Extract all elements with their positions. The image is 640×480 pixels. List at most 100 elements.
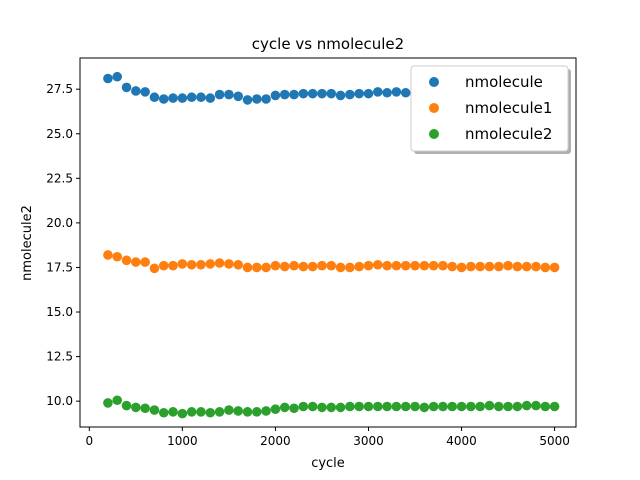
y-axis: 10.0 12.5 15.0 17.5 20.0 22.5 25.0 27.5 [46, 82, 80, 408]
data-point [493, 261, 504, 272]
data-point [410, 401, 420, 412]
data-point [345, 401, 355, 412]
data-point [307, 261, 318, 272]
plot-frame [79, 57, 577, 428]
data-point [521, 261, 532, 272]
data-point [261, 94, 271, 104]
data-point [168, 407, 178, 417]
x-tick-label: 4000 [446, 434, 477, 448]
data-point [400, 87, 411, 98]
data-point [298, 88, 309, 99]
data-point [540, 262, 551, 273]
data-point [131, 257, 141, 267]
data-point [531, 261, 541, 272]
x-axis-label: cycle [311, 456, 345, 471]
data-point [400, 260, 411, 271]
data-point [121, 255, 132, 266]
data-point [363, 401, 374, 412]
data-point [326, 88, 337, 99]
series-nmolecule1 [103, 250, 560, 274]
data-point [549, 401, 560, 412]
data-point [475, 401, 485, 412]
data-point [410, 260, 420, 271]
data-point [484, 261, 495, 272]
data-point [512, 401, 523, 412]
data-point [372, 401, 383, 412]
y-axis-label: nmolecule2 [20, 205, 35, 281]
y-tick-label: 25.0 [46, 127, 73, 141]
data-point [447, 401, 458, 412]
data-point [233, 406, 243, 416]
data-point [419, 260, 430, 271]
legend-marker [429, 103, 439, 113]
data-point [261, 406, 271, 416]
data-point [252, 262, 262, 273]
data-point [233, 91, 243, 102]
data-point [317, 260, 327, 271]
data-point [149, 92, 160, 103]
data-point [456, 262, 467, 273]
data-point [103, 250, 113, 260]
data-point [270, 260, 281, 271]
legend-box [410, 65, 569, 152]
data-point [354, 401, 364, 412]
legend-marker [429, 77, 439, 87]
data-point [400, 401, 411, 412]
data-point [503, 401, 513, 412]
data-point [326, 402, 337, 413]
data-point [168, 93, 178, 103]
data-point [335, 90, 346, 101]
data-point [158, 94, 169, 104]
data-point [224, 405, 234, 415]
data-point [438, 260, 448, 271]
x-tick-label: 5000 [539, 434, 570, 448]
data-point [177, 408, 188, 419]
data-point [317, 88, 327, 99]
data-point [391, 401, 402, 412]
data-point [121, 82, 132, 93]
data-point [372, 87, 383, 97]
data-point [270, 404, 281, 414]
x-tick-label: 1000 [167, 434, 198, 448]
series-nmolecule2 [103, 395, 560, 419]
y-tick-label: 10.0 [46, 394, 73, 408]
data-point [131, 402, 141, 413]
data-point [475, 261, 485, 272]
x-axis: 0 1000 2000 3000 4000 5000 [85, 427, 570, 448]
data-point [242, 262, 253, 273]
data-point [233, 259, 243, 270]
data-point [335, 262, 346, 273]
data-point [224, 89, 234, 100]
data-point [140, 257, 150, 267]
data-point [149, 263, 160, 274]
data-point [531, 400, 541, 411]
data-point [521, 400, 532, 411]
data-point [224, 259, 234, 269]
data-point [158, 407, 169, 418]
data-point [428, 260, 439, 271]
data-point [158, 260, 169, 271]
data-point [103, 398, 113, 408]
data-point [354, 88, 364, 99]
data-point [121, 400, 132, 411]
legend-label: nmolecule2 [465, 125, 552, 143]
data-point [177, 259, 188, 269]
data-point [345, 89, 355, 100]
legend-label: nmolecule1 [465, 99, 552, 117]
data-point [484, 400, 495, 411]
data-point [214, 258, 225, 268]
data-point [326, 260, 337, 271]
data-point [103, 73, 113, 84]
legend-marker [429, 129, 439, 139]
data-point [382, 260, 392, 271]
data-point [196, 92, 206, 103]
data-point [186, 259, 197, 270]
data-point [382, 401, 392, 412]
data-point [307, 401, 318, 412]
data-point [196, 407, 206, 417]
data-point [279, 402, 290, 413]
data-point [466, 261, 476, 272]
data-point [168, 260, 178, 271]
data-point [298, 261, 309, 272]
data-point [242, 95, 253, 105]
